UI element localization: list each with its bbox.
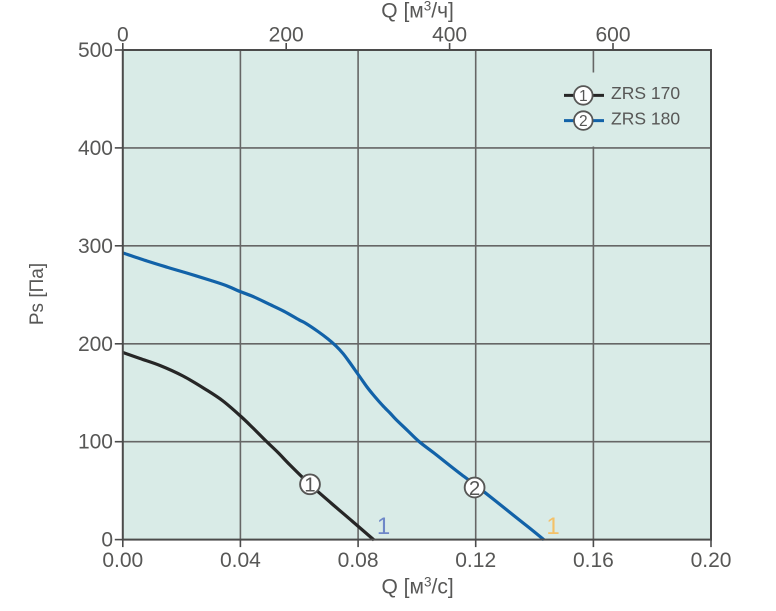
svg-text:ZRS 180: ZRS 180 bbox=[611, 108, 680, 128]
svg-text:500: 500 bbox=[78, 39, 113, 62]
svg-text:2: 2 bbox=[469, 477, 480, 500]
svg-text:1: 1 bbox=[579, 88, 588, 105]
svg-text:0: 0 bbox=[101, 529, 113, 552]
svg-text:0.00: 0.00 bbox=[102, 549, 143, 572]
svg-text:0.12: 0.12 bbox=[455, 549, 496, 572]
svg-text:200: 200 bbox=[78, 333, 113, 356]
svg-text:400: 400 bbox=[78, 137, 113, 160]
svg-text:Q [м3/с]: Q [м3/с] bbox=[382, 575, 454, 599]
svg-text:Ps [Па]: Ps [Па] bbox=[27, 263, 48, 325]
svg-text:Q [м3/ч]: Q [м3/ч] bbox=[381, 0, 454, 23]
svg-text:0.16: 0.16 bbox=[573, 549, 614, 572]
svg-text:1: 1 bbox=[304, 474, 315, 497]
svg-text:0.04: 0.04 bbox=[220, 549, 261, 572]
svg-text:0.20: 0.20 bbox=[691, 549, 732, 572]
svg-text:2: 2 bbox=[579, 113, 588, 130]
svg-text:0: 0 bbox=[117, 24, 129, 47]
svg-text:600: 600 bbox=[595, 24, 630, 47]
svg-text:1: 1 bbox=[546, 513, 559, 540]
svg-text:1: 1 bbox=[377, 513, 390, 540]
svg-text:100: 100 bbox=[78, 431, 113, 454]
svg-text:200: 200 bbox=[269, 24, 304, 47]
svg-text:ZRS 170: ZRS 170 bbox=[611, 83, 680, 103]
svg-text:0.08: 0.08 bbox=[338, 549, 379, 572]
svg-text:300: 300 bbox=[78, 235, 113, 258]
svg-text:400: 400 bbox=[432, 24, 467, 47]
